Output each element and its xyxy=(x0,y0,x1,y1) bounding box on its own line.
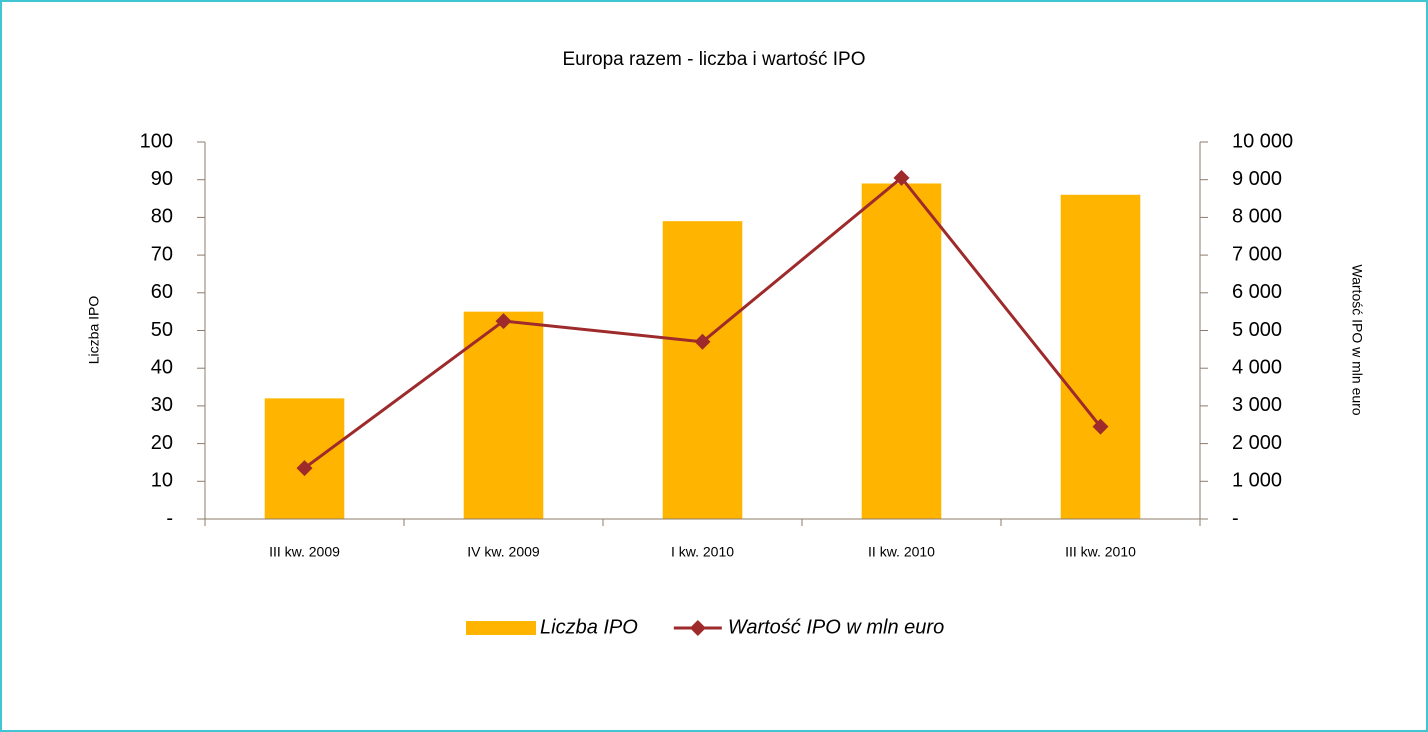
bar xyxy=(463,311,544,519)
y2-tick-label: - xyxy=(1232,507,1239,529)
marker xyxy=(1092,418,1109,435)
legend-swatch xyxy=(466,621,536,635)
y2-tick-label: 4 000 xyxy=(1232,356,1282,378)
y2-tick-label: 8 000 xyxy=(1232,206,1282,228)
bar xyxy=(264,398,345,519)
y2-tick-label: 10 000 xyxy=(1232,130,1293,152)
y-tick-label: 90 xyxy=(151,168,173,190)
legend-marker xyxy=(689,620,706,636)
marker xyxy=(296,460,313,477)
y2-tick-label: 6 000 xyxy=(1232,281,1282,303)
marker xyxy=(893,169,910,186)
bar xyxy=(861,183,942,519)
y2-tick-label: 2 000 xyxy=(1232,432,1282,454)
y-tick-label: 100 xyxy=(140,130,173,152)
y2-tick-label: 9 000 xyxy=(1232,168,1282,190)
y-tick-label: 30 xyxy=(151,394,173,416)
bar xyxy=(1060,194,1141,519)
x-tick-label: I kw. 2010 xyxy=(671,544,734,560)
y-tick-label: 20 xyxy=(151,432,173,454)
legend-label: Wartość IPO w mln euro xyxy=(728,616,944,638)
chart-title: Europa razem - liczba i wartość IPO xyxy=(562,49,865,70)
x-tick-label: II kw. 2010 xyxy=(868,544,935,560)
y-tick-label: 40 xyxy=(151,356,173,378)
y2-tick-label: 5 000 xyxy=(1232,319,1282,341)
marker xyxy=(495,313,512,330)
x-tick-label: III kw. 2009 xyxy=(269,544,340,560)
y-tick-label: 10 xyxy=(151,470,173,492)
y-tick-label: 60 xyxy=(151,281,173,303)
y-tick-label: 50 xyxy=(151,319,173,341)
y-tick-label: 70 xyxy=(151,243,173,265)
y2-tick-label: 1 000 xyxy=(1232,470,1282,492)
x-tick-label: IV kw. 2009 xyxy=(467,544,540,560)
bar xyxy=(662,221,743,520)
y-tick-label: 80 xyxy=(151,206,173,228)
marker xyxy=(694,333,711,350)
y2-tick-label: 3 000 xyxy=(1232,394,1282,416)
x-tick-label: III kw. 2010 xyxy=(1065,544,1136,560)
y-tick-label: - xyxy=(166,507,173,529)
y-axis-label: Liczba IPO xyxy=(86,296,102,365)
y2-axis-label: Wartość IPO w mln euro xyxy=(1349,264,1365,415)
legend-label: Liczba IPO xyxy=(540,616,638,638)
y2-tick-label: 7 000 xyxy=(1232,243,1282,265)
